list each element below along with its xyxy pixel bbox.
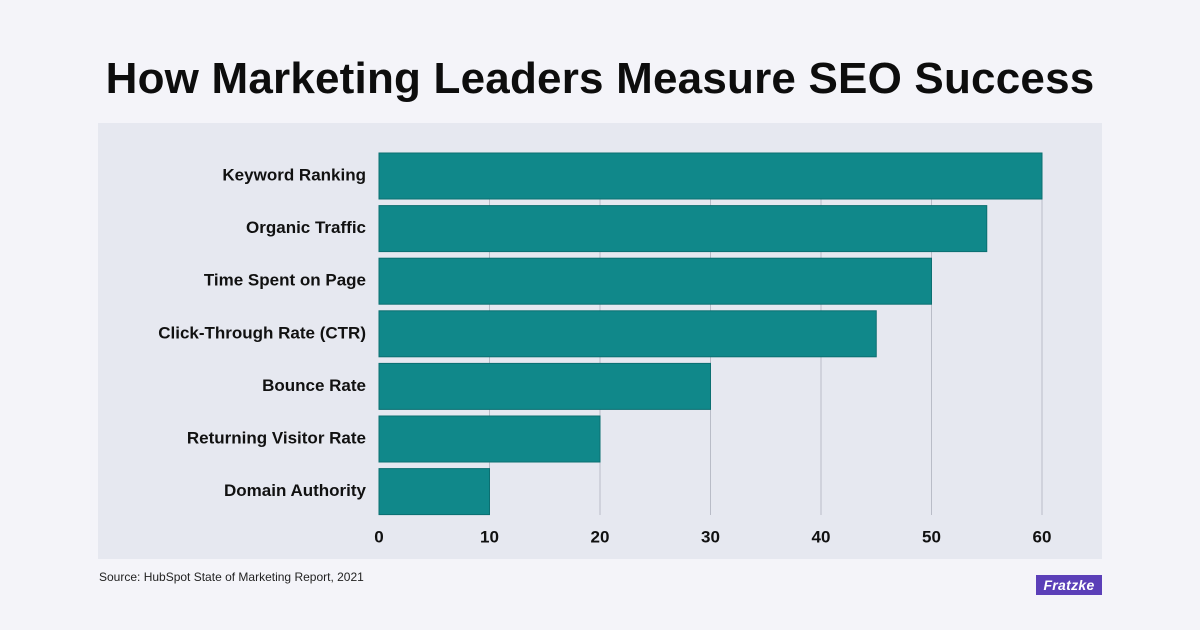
- x-tick-labels: 0 10 20 30 40 50 60: [374, 527, 1051, 546]
- bar-click-through-rate-ctr: [378, 310, 877, 358]
- source-note: Source: HubSpot State of Marketing Repor…: [99, 570, 364, 584]
- bar-returning-visitor-rate: [378, 415, 601, 463]
- bar-organic-traffic: [378, 205, 988, 253]
- x-tick-label: 0: [374, 527, 383, 546]
- category-label: Keyword Ranking: [222, 165, 366, 184]
- category-labels: Keyword Ranking Organic Traffic Time Spent…: [158, 165, 366, 500]
- bar-domain-authority: [378, 468, 490, 516]
- x-tick-label: 30: [701, 527, 720, 546]
- bars: [378, 152, 1043, 516]
- category-label: Returning Visitor Rate: [187, 428, 366, 447]
- bar-bounce-rate: [378, 362, 711, 410]
- category-label: Organic Traffic: [246, 218, 366, 237]
- x-tick-label: 40: [812, 527, 831, 546]
- x-tick-label: 60: [1033, 527, 1052, 546]
- x-tick-label: 50: [922, 527, 941, 546]
- page-title: How Marketing Leaders Measure SEO Succes…: [105, 54, 1095, 103]
- category-label: Click-Through Rate (CTR): [158, 323, 366, 342]
- bar-time-spent-on-page: [378, 257, 932, 305]
- category-label: Time Spent on Page: [204, 271, 366, 290]
- category-label: Bounce Rate: [262, 376, 366, 395]
- x-tick-label: 20: [591, 527, 610, 546]
- x-tick-label: 10: [480, 527, 499, 546]
- bar-keyword-ranking: [378, 152, 1043, 200]
- brand-logo: Fratzke: [1036, 575, 1102, 595]
- category-label: Domain Authority: [224, 481, 367, 500]
